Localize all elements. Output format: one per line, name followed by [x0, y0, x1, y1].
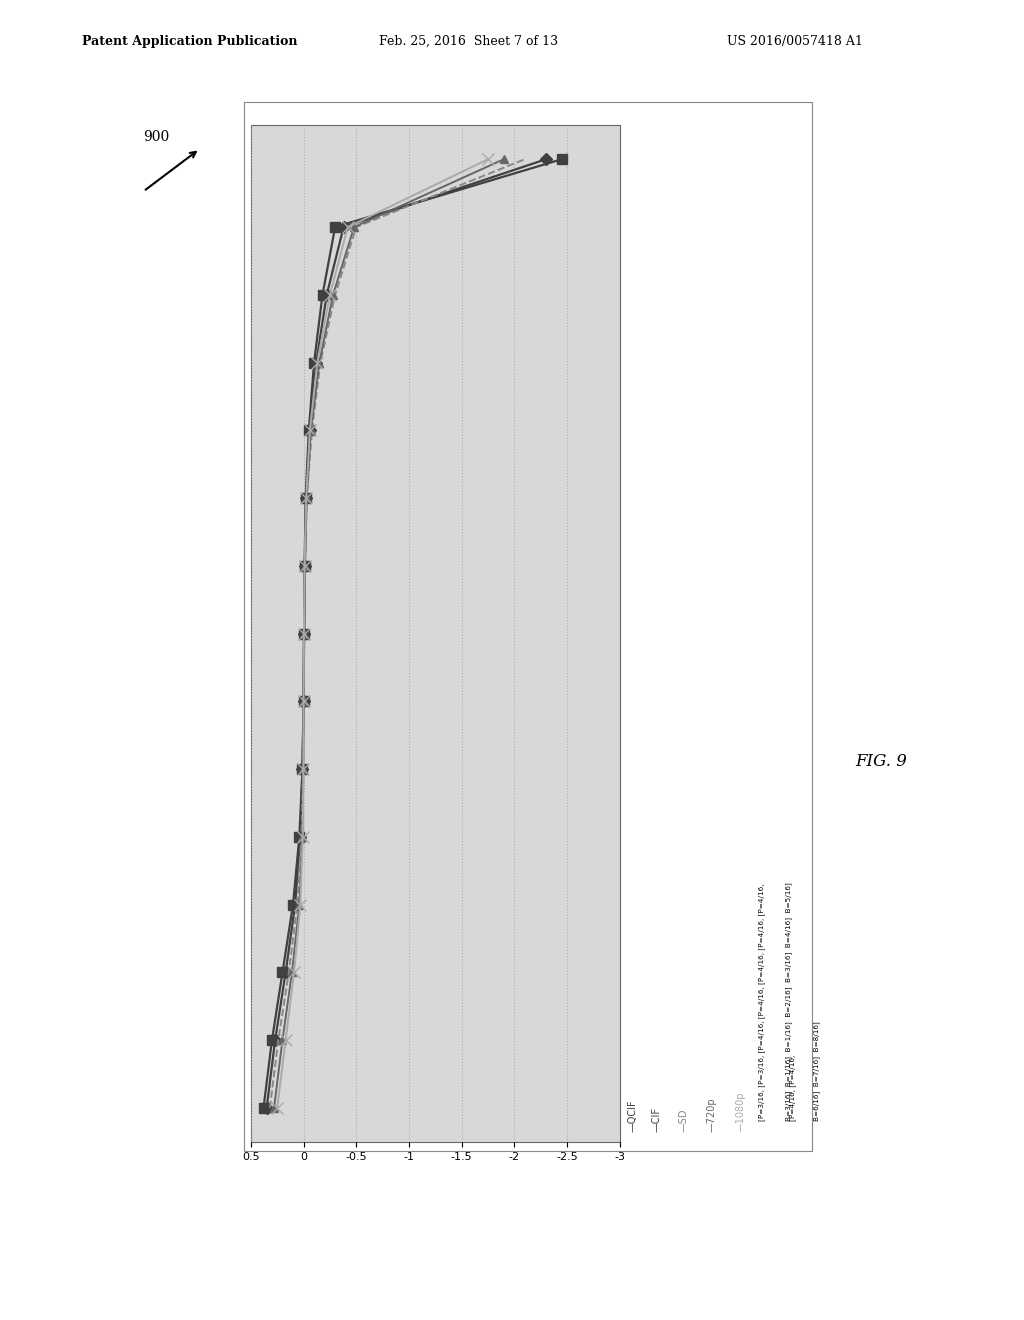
Text: —SD: —SD	[678, 1107, 688, 1131]
Text: Feb. 25, 2016  Sheet 7 of 13: Feb. 25, 2016 Sheet 7 of 13	[379, 34, 558, 48]
Text: [P=4/16, [P=4/16,: [P=4/16, [P=4/16,	[788, 1055, 796, 1122]
Text: B=3/16]  B=1/16]  B=1/16]  B=2/16]  B=3/16]  B=4/16]  B=5/16]: B=3/16] B=1/16] B=1/16] B=2/16] B=3/16] …	[785, 883, 792, 1122]
Text: —720p: —720p	[707, 1097, 717, 1131]
Text: [P=3/16, [P=3/16, [P=4/16, [P=4/16, [P=4/16, [P=4/16, [P=4/16,: [P=3/16, [P=3/16, [P=4/16, [P=4/16, [P=4…	[759, 884, 765, 1122]
Text: US 2016/0057418 A1: US 2016/0057418 A1	[727, 34, 863, 48]
Text: —1080p: —1080p	[735, 1092, 745, 1131]
Text: B=6/16]  B=7/16]  B=8/16]: B=6/16] B=7/16] B=8/16]	[813, 1022, 820, 1122]
Text: —QCIF: —QCIF	[627, 1100, 637, 1131]
Text: FIG. 9: FIG. 9	[855, 752, 907, 770]
Text: 900: 900	[143, 131, 170, 144]
Text: —CIF: —CIF	[651, 1106, 662, 1131]
Text: Patent Application Publication: Patent Application Publication	[82, 34, 297, 48]
